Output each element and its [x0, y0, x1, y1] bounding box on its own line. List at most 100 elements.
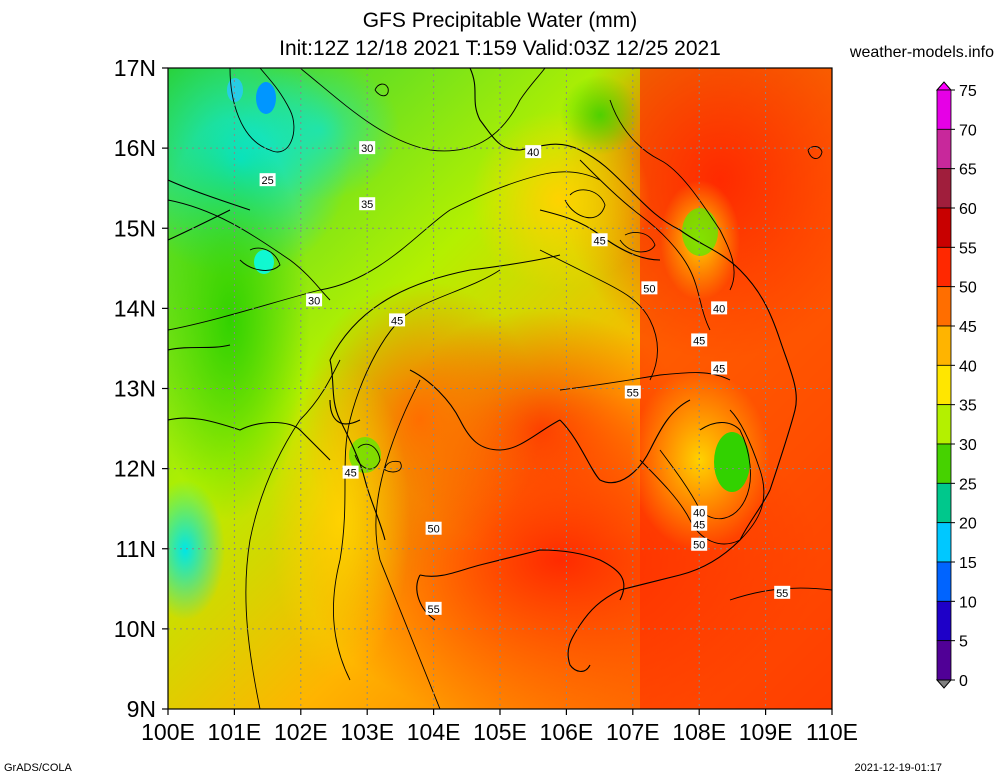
colorbar-segment — [936, 246, 952, 288]
svg-text:30: 30 — [308, 295, 320, 307]
contour-label: 45 — [711, 361, 728, 375]
latitude-tick-label: 12N — [114, 456, 156, 482]
longitude-tick-label: 107E — [606, 719, 660, 745]
svg-text:55: 55 — [776, 588, 788, 600]
longitude-tick-label: 109E — [739, 719, 793, 745]
latitude-tick-label: 10N — [114, 616, 156, 642]
colorbar-label: 30 — [959, 437, 977, 454]
colorbar-segment — [936, 443, 952, 484]
contour-label: 55 — [624, 385, 641, 400]
colorbar-top-arrow — [935, 81, 953, 91]
longitude-tick-label: 108E — [672, 719, 726, 745]
longitude-tick-label: 101E — [208, 719, 262, 745]
contour-label: 50 — [425, 521, 442, 536]
svg-text:45: 45 — [693, 520, 705, 532]
colorbar-label: 25 — [959, 476, 977, 493]
svg-text:45: 45 — [713, 363, 725, 375]
svg-text:35: 35 — [361, 199, 373, 211]
colorbar-segment — [936, 207, 952, 248]
svg-text:25: 25 — [261, 175, 273, 187]
colorbar-segment — [936, 128, 952, 170]
colorbar-segment — [936, 600, 952, 642]
longitude-tick-label: 110E — [806, 719, 858, 745]
svg-text:40: 40 — [713, 303, 725, 315]
latitude-tick-label: 9N — [127, 696, 156, 722]
svg-text:55: 55 — [627, 388, 639, 400]
longitude-tick-label: 105E — [473, 719, 527, 745]
latitude-tick-label: 16N — [114, 135, 156, 161]
contour-label: 55 — [774, 585, 791, 600]
longitude-tick-label: 100E — [141, 719, 195, 745]
latitude-tick-label: 13N — [114, 376, 156, 402]
colorbar-label: 65 — [959, 162, 977, 179]
latitude-tick-label: 15N — [114, 215, 156, 241]
colorbar-segment — [936, 325, 952, 366]
svg-text:45: 45 — [344, 468, 356, 480]
svg-text:45: 45 — [391, 315, 403, 327]
colorbar-segment — [936, 640, 952, 681]
colorbar-label: 5 — [959, 634, 968, 651]
colorbar-label: 10 — [959, 594, 977, 611]
longitude-tick-label: 103E — [340, 719, 394, 745]
contour-label: 45 — [691, 333, 708, 347]
contour-label: 40 — [525, 145, 542, 159]
svg-text:50: 50 — [693, 540, 705, 552]
longitude-tick-label: 104E — [407, 719, 461, 745]
svg-text:40: 40 — [693, 508, 705, 520]
watermark: weather-models.info — [849, 44, 994, 61]
longitude-tick-label: 106E — [540, 719, 594, 745]
colorbar-label: 15 — [959, 555, 977, 572]
colorbar-segment — [936, 89, 952, 130]
colorbar-label: 50 — [959, 280, 977, 297]
svg-text:40: 40 — [527, 147, 539, 159]
colorbar-label: 45 — [959, 319, 977, 336]
svg-text:30: 30 — [361, 143, 373, 155]
colorbar-label: 55 — [959, 240, 977, 257]
contour-label: 45 — [591, 233, 608, 247]
colorbar-segment — [936, 522, 952, 563]
colorbar-label: 0 — [959, 673, 968, 690]
colorbar-label: 20 — [959, 516, 977, 533]
contour-label: 30 — [359, 141, 376, 155]
contour-label: 30 — [306, 293, 323, 307]
latitude-ticks: 17N 16N 15N 14N 13N 12N 11N 10N 9N — [114, 55, 168, 722]
colorbar-label: 35 — [959, 398, 977, 415]
contour-label: 45 — [691, 517, 708, 532]
colorbar-label: 75 — [959, 83, 977, 100]
colorbar-segment — [936, 286, 952, 327]
colorbar-segment — [936, 168, 952, 209]
contour-label: 50 — [641, 281, 658, 295]
contour-label: 45 — [389, 313, 406, 327]
footer-credit: GrADS/COLA — [4, 762, 72, 774]
svg-text:50: 50 — [643, 283, 655, 295]
latitude-tick-label: 11N — [116, 536, 157, 562]
colorbar-bottom-arrow — [935, 679, 953, 689]
footer-timestamp: 2021-12-19-01:17 — [854, 762, 942, 774]
contour-label: 45 — [342, 465, 359, 480]
longitude-tick-label: 102E — [274, 719, 328, 745]
svg-text:45: 45 — [593, 235, 605, 247]
latitude-tick-label: 14N — [114, 295, 156, 321]
colorbar-segment — [936, 364, 952, 406]
map-title: GFS Precipitable Water (mm) — [362, 9, 638, 32]
contour-label: 40 — [711, 301, 728, 315]
colorbar-label: 70 — [959, 122, 977, 139]
svg-text:45: 45 — [693, 335, 705, 347]
colorbar-segment — [936, 561, 952, 602]
colorbar-segment — [936, 404, 952, 445]
colorbar-label: 40 — [959, 358, 977, 375]
colorbar-segment — [936, 482, 952, 524]
svg-text:50: 50 — [427, 524, 439, 536]
latitude-tick-label: 17N — [114, 55, 156, 81]
contour-label: 35 — [359, 197, 376, 211]
contour-label: 40 — [691, 505, 708, 520]
contour-label: 50 — [691, 537, 708, 552]
map-subtitle: Init:12Z 12/18 2021 T:159 Valid:03Z 12/2… — [279, 37, 721, 60]
svg-text:55: 55 — [427, 604, 439, 616]
shaded-field — [168, 68, 832, 709]
colorbar-label: 60 — [959, 201, 977, 218]
longitude-ticks: 100E 101E 102E 103E 104E 105E 106E 107E 108E 109E… — [141, 709, 858, 745]
